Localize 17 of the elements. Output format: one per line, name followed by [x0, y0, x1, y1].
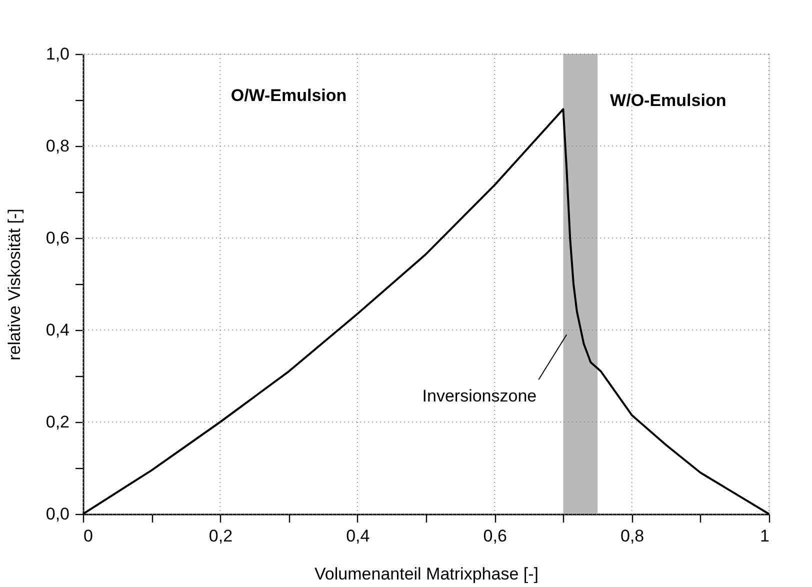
- x-tick-label: 1: [760, 526, 770, 546]
- annotation: O/W-Emulsion: [230, 86, 347, 106]
- x-tick-label: 0,6: [483, 526, 507, 546]
- y-tick-label: 0,0: [46, 504, 70, 524]
- y-axis-title: relative Viskosität [-]: [4, 208, 24, 360]
- y-tick-label: 0,8: [46, 136, 70, 156]
- annotation: Inversionszone: [422, 386, 537, 406]
- y-tick-label: 1,0: [46, 44, 70, 64]
- x-tick-label: 0,2: [208, 526, 233, 546]
- y-tick-label: 0,4: [46, 320, 70, 340]
- x-axis-title: Volumenanteil Matrixphase [-]: [314, 564, 538, 584]
- annotation: W/O-Emulsion: [610, 90, 726, 110]
- y-tick-label: 0,2: [46, 412, 70, 432]
- x-tick-label: 0,4: [346, 526, 370, 546]
- y-tick-label: 0,6: [46, 228, 70, 248]
- x-tick-label: 0: [84, 526, 93, 546]
- x-tick-label: 0,8: [620, 526, 644, 546]
